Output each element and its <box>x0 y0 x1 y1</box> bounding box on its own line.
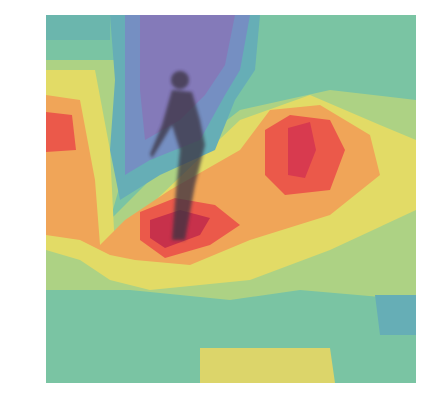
hotspot-left <box>46 112 76 152</box>
patch-top-left <box>46 15 110 40</box>
patch-right <box>375 295 416 335</box>
surfer <box>150 71 205 240</box>
patch-bottom-yellow <box>200 348 335 383</box>
image-area <box>46 15 416 383</box>
haze <box>46 15 416 383</box>
hotspot-right-core <box>288 122 316 178</box>
